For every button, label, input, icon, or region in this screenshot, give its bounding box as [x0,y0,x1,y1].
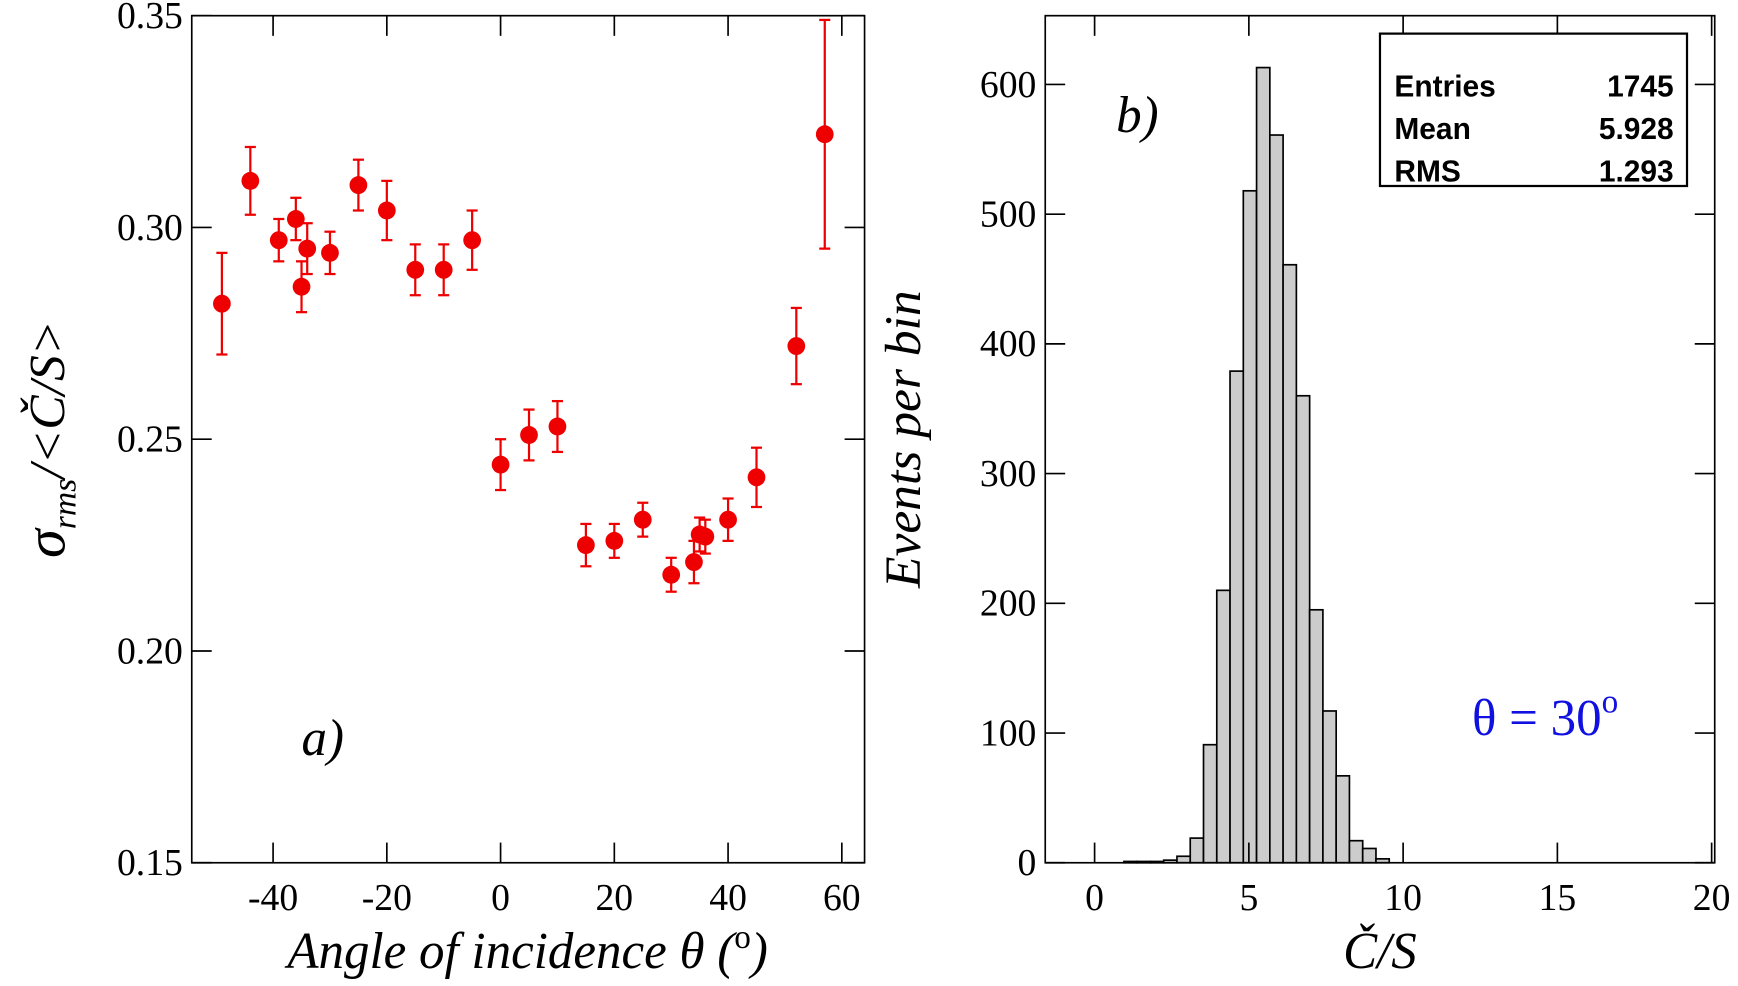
point [241,171,260,190]
panel-label: a) [301,710,343,767]
angle-note: θ = 30o [1472,683,1618,747]
point [662,565,681,584]
point [349,176,368,195]
x-tick-label: 5 [1239,877,1258,919]
stats-value: 5.928 [1599,113,1674,146]
point [491,455,510,474]
point [213,294,231,313]
point [286,210,305,228]
point [815,125,834,144]
bar [1202,743,1218,864]
y-tick-label: 0.30 [117,207,183,249]
bar [1229,370,1245,864]
x-tick-label: 0 [1085,877,1104,919]
x-label-end: ) [748,923,768,980]
y-tick-label: 0.35 [117,0,183,37]
y-axis-label: σrms/<Č/S> [13,320,84,557]
y-label-end: /<Č/S> [20,320,77,481]
point [605,531,624,550]
x-axis-label: Angle of incidence θ (o) [284,919,767,980]
point [520,426,538,444]
y-axis-label: Events per bin [875,290,932,589]
point [377,201,396,220]
stats-value: 1745 [1607,70,1674,103]
x-tick-label: 40 [709,877,747,919]
bar [1348,839,1364,864]
point [292,277,311,296]
bar [1176,855,1192,864]
x-tick-label: 20 [1693,877,1731,919]
bar [1295,394,1311,864]
y-tick-label: 100 [980,712,1037,754]
point [269,231,288,250]
bar [1242,189,1258,864]
bar [1282,263,1298,864]
stats-value: 1.293 [1599,155,1674,188]
note-sup: o [1602,683,1619,720]
x-tick-label: -20 [362,877,412,919]
y-label-sub: rms [47,479,84,529]
point [719,510,737,529]
point [696,527,715,546]
stats-box [1378,32,1689,188]
stats-name: Entries [1394,70,1495,103]
y-tick-label: 0.15 [117,842,183,884]
point [633,510,652,529]
point [321,243,339,262]
point [787,337,806,356]
y-tick-label: 0.20 [117,630,183,672]
bar [1189,837,1205,864]
y-tick-label: 300 [980,453,1037,495]
x-tick-label: 20 [595,877,633,919]
y-tick-label: 0.25 [117,418,183,460]
x-tick-label: 10 [1384,877,1422,919]
y-label-main: σ [13,527,78,558]
y-tick-label: 0 [1018,842,1037,884]
point [577,536,595,555]
point [434,260,453,279]
x-tick-label: 15 [1539,877,1577,919]
point [548,417,567,436]
panel-label: b) [1116,87,1158,144]
plot-frame [1044,14,1716,864]
x-label-sup: o [734,919,751,956]
x-tick-label: 60 [823,877,861,919]
bar [1215,589,1231,864]
x-tick-label: -40 [248,877,298,919]
bar [1308,608,1324,864]
bar [1269,134,1284,864]
bar [1255,66,1271,864]
stats-name: RMS [1394,155,1460,188]
stats-name: Mean [1394,113,1470,146]
y-tick-label: 600 [980,64,1037,106]
point [747,468,766,487]
bar [1322,710,1338,864]
y-tick-label: 200 [980,582,1037,624]
point [685,553,703,572]
y-tick-label: 400 [980,323,1037,365]
point [463,231,482,250]
bar [1335,774,1351,864]
y-tick-label: 500 [980,193,1037,235]
x-label-main: Angle of incidence θ ( [284,923,737,980]
x-axis-label: Č/S [1343,923,1417,980]
point [298,239,317,258]
note-main: θ = 30 [1472,690,1602,747]
x-tick-label: 0 [491,877,510,919]
bar [1361,847,1377,864]
point [406,260,425,279]
